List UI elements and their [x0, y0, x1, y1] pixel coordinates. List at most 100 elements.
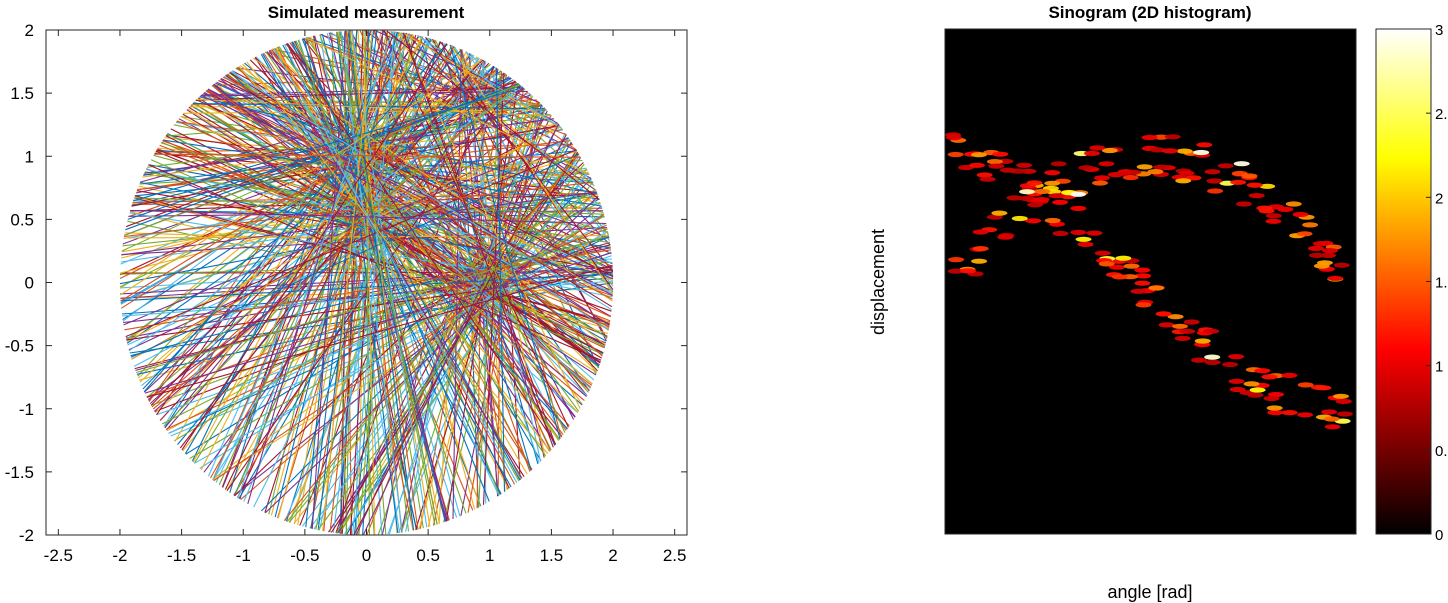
measurement-line [127, 84, 521, 220]
y-tick-label: 0 [25, 274, 34, 293]
y-tick-label: -1 [19, 400, 34, 419]
measurement-lines [119, 29, 614, 536]
heatmap-cell [1176, 148, 1193, 154]
measurement-line [143, 43, 448, 393]
heatmap-cell [1268, 391, 1284, 398]
heatmap-cell [1296, 231, 1313, 237]
colorbar-tick-label: 1 [1435, 359, 1443, 376]
measurement-line [403, 32, 563, 130]
measurement-line [298, 39, 458, 518]
measurement-line [335, 181, 594, 534]
heatmap-cell [1193, 149, 1210, 156]
measurement-line [253, 57, 479, 508]
measurement-line [322, 30, 373, 532]
heatmap-cell [1077, 241, 1094, 247]
heatmap-cell [1149, 147, 1166, 153]
measurement-line [130, 153, 579, 358]
heatmap-cell [986, 214, 1003, 220]
x-tick-label: 1 [485, 546, 494, 565]
measurement-line [154, 153, 581, 158]
measurement-line [390, 31, 566, 433]
heatmap-cell [1070, 229, 1087, 235]
x-tick-label: -1.5 [167, 546, 196, 565]
measurement-line [223, 76, 609, 331]
measurement-line [297, 39, 467, 514]
measurement-line [180, 115, 611, 324]
colorbar-ticks: 0 0.5 1 1.5 2 2.5 3 [1426, 22, 1448, 544]
heatmap-cell [1228, 378, 1245, 384]
measurement-line [400, 68, 499, 533]
measurement-line [134, 197, 611, 323]
measurement-line [288, 163, 585, 523]
heatmap-cell [960, 268, 976, 274]
measurement-line [262, 53, 512, 488]
heatmap-cell [1222, 361, 1239, 368]
heatmap-cell [1174, 335, 1191, 341]
heatmap-cell [1011, 215, 1028, 222]
measurement-line [274, 31, 398, 518]
heatmap-cell [1147, 169, 1164, 175]
measurement-line [238, 66, 560, 441]
measurement-line [200, 36, 423, 471]
measurement-line [268, 49, 603, 357]
colorbar-tick-label: 2 [1435, 190, 1443, 207]
heatmap-cell [1101, 147, 1118, 154]
x-tick-label: -1 [236, 546, 251, 565]
measurement-line [355, 114, 552, 536]
heatmap-cell [1018, 195, 1035, 201]
x-tick-label: 0 [362, 546, 371, 565]
heatmap-cell [971, 258, 988, 264]
measurement-line [222, 76, 613, 268]
measurement-line [372, 29, 531, 472]
y-tick-label: -0.5 [5, 337, 34, 356]
heatmap-cell [1162, 148, 1178, 154]
measurement-line [137, 43, 449, 377]
measurement-line [352, 31, 395, 535]
heatmap-cell [1297, 412, 1314, 418]
heatmap-cell [947, 151, 964, 158]
measurement-line [134, 195, 610, 324]
measurement-line [240, 191, 597, 501]
y-tick-label: 2 [25, 21, 34, 40]
heatmap-background [945, 29, 1356, 534]
heatmap-cell [1241, 173, 1258, 179]
plot-frame-right [944, 28, 1357, 535]
x-ticks-left: -2.5 -2 -1.5 -1 -0.5 0 0.5 1 1.5 2 2.5 [44, 30, 686, 565]
measurement-line [273, 48, 518, 483]
measurement-line [201, 86, 523, 96]
measurement-line [305, 37, 590, 175]
heatmap-cell [1312, 241, 1329, 247]
heatmap-cell [1172, 323, 1188, 329]
chart-sinogram: Sinogram (2D histogram) displacement ang… [868, 3, 1448, 602]
measurement-line [151, 81, 517, 408]
measurement-line [340, 31, 403, 533]
measurement-line [181, 43, 448, 451]
measurement-line [350, 30, 556, 446]
measurement-line [213, 214, 605, 482]
measurement-line [120, 59, 483, 296]
heatmap-cell [1122, 174, 1139, 181]
measurement-line [286, 43, 557, 445]
measurement-line [347, 30, 415, 531]
heatmap-cell [1323, 416, 1340, 422]
heatmap-cell [1115, 255, 1132, 261]
heatmap-cell [969, 162, 985, 168]
heatmap-cell [1265, 213, 1282, 219]
measurement-line [119, 88, 526, 288]
heatmap-cell [1070, 205, 1087, 211]
heatmap-cell [1075, 236, 1092, 242]
heatmap-cell [976, 172, 993, 178]
heatmap-cell [979, 176, 996, 182]
heatmap-cell [1134, 280, 1151, 286]
heatmap-cell [1261, 374, 1278, 380]
measurement-line [212, 33, 411, 481]
heatmap-cell [1052, 199, 1069, 205]
heatmap-cell [1094, 175, 1110, 181]
heatmap-cell [1235, 201, 1252, 207]
y-axis-label: displacement [868, 229, 888, 335]
heatmap-cell [1094, 250, 1111, 256]
heatmap-cell [1006, 195, 1023, 201]
measurement-line [353, 134, 567, 535]
heatmap-cell [1134, 267, 1151, 273]
chart-title-right: Sinogram (2D histogram) [1048, 3, 1251, 22]
